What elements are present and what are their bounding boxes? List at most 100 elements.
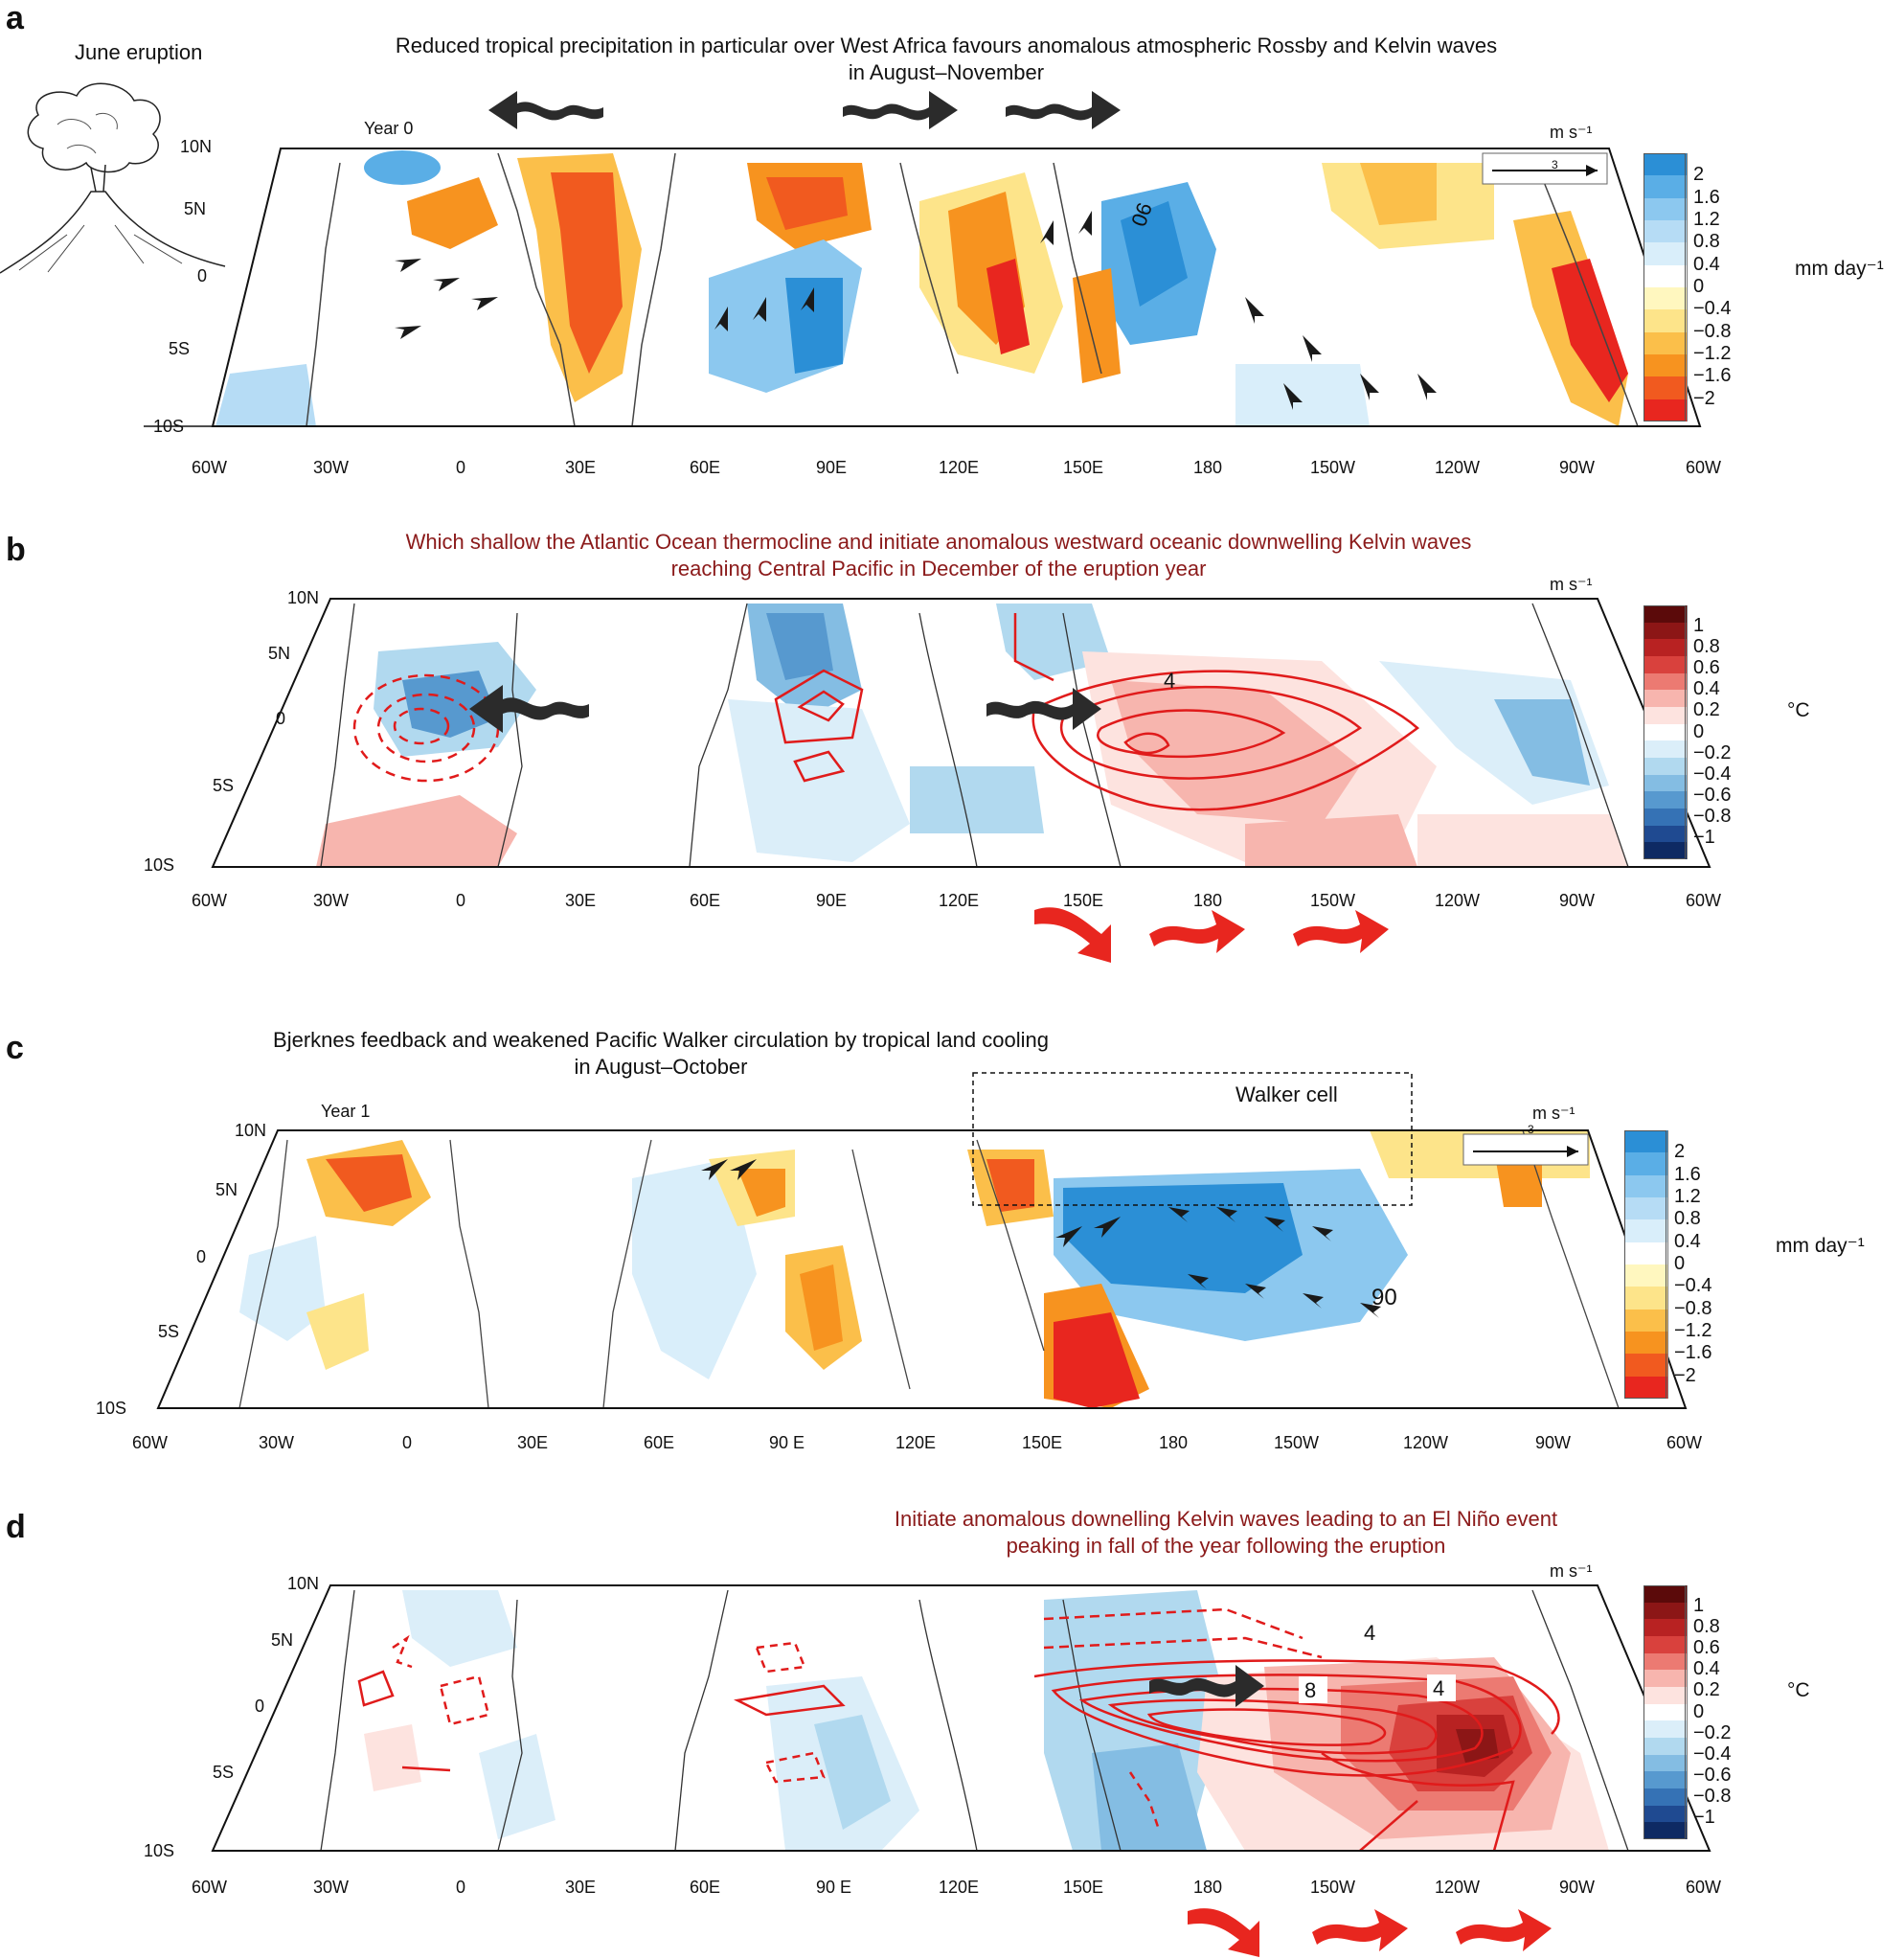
panel-c-year-label: Year 1: [321, 1102, 371, 1121]
panel-c-letter: c: [6, 1030, 24, 1066]
panel-a-wind-vectors: [395, 211, 1437, 410]
panel-d-lat-0: 0: [255, 1697, 265, 1716]
panel-a-lon-6: 120E: [939, 458, 980, 477]
panel-d-lon-0: 60W: [192, 1878, 228, 1897]
kelvin-wave-arrow-2-icon: [1006, 91, 1121, 129]
panel-d-colorbar-label: 0.4: [1693, 1658, 1720, 1680]
panel-b-ocean-wave-arrows: [1034, 907, 1389, 963]
panel-c-lat-0: 0: [196, 1247, 207, 1266]
panel-a-lat-10s: 10S: [153, 417, 185, 436]
panel-a-colorbar-label: 2: [1693, 164, 1705, 186]
panel-b-colorbar-label: −0.8: [1693, 805, 1732, 827]
panel-b-caption-line2: reaching Central Pacific in December of …: [670, 557, 1207, 581]
panel-d-colorbar-label: 1: [1693, 1595, 1705, 1617]
panel-d-lon-6: 120E: [939, 1878, 980, 1897]
panel-a-ref-vector-value: 3: [1552, 158, 1558, 171]
panel-b-colorbar-label: 1: [1693, 615, 1705, 637]
panel-d-colorbar-label: 0.2: [1693, 1679, 1720, 1701]
panel-a-lat-10n: 10N: [180, 137, 213, 156]
panel-d-colorbar-label: −0.4: [1693, 1743, 1732, 1765]
panel-a-colorbar-label: −1.2: [1693, 343, 1732, 364]
panel-c-colorbar-label: 0: [1674, 1253, 1686, 1274]
panel-c-colorbar-frame: [1624, 1130, 1666, 1399]
panel-c-lon-6: 120E: [895, 1433, 937, 1452]
panel-a-lon-10: 120W: [1435, 458, 1481, 477]
panel-d-kelvin-arrow-icon: [1149, 1665, 1264, 1707]
panel-c-wind-vectors: [701, 1159, 1381, 1318]
panel-a-wave-arrows: [488, 91, 1121, 129]
panel-b-contour-label: 4: [1164, 669, 1175, 693]
panel-b-coastlines: [320, 603, 1629, 867]
panel-d-lon-5: 90 E: [816, 1878, 852, 1897]
panel-b-lon-3: 30E: [565, 891, 597, 910]
panel-a-lon-4: 60E: [690, 458, 721, 477]
panel-c-colorbar-label: 0.8: [1674, 1208, 1701, 1230]
panel-c-contour-label: 90: [1371, 1285, 1397, 1310]
panel-a-colorbar-label: 1.6: [1693, 186, 1720, 208]
panel-d-lon-11: 90W: [1559, 1878, 1596, 1897]
panel-b-colorbar-label: −0.2: [1693, 741, 1732, 763]
panel-d-coastlines: [320, 1589, 1629, 1851]
panel-b-caption-line1: Which shallow the Atlantic Ocean thermoc…: [405, 530, 1472, 554]
panel-a-lat-5s: 5S: [169, 339, 191, 358]
panel-c-colorbar-label: −1.2: [1674, 1320, 1712, 1341]
panel-d-colorbar-label: 0.8: [1693, 1616, 1720, 1638]
panel-c-colorbar-label: −0.8: [1674, 1297, 1712, 1319]
panel-c-lon-7: 150E: [1022, 1433, 1063, 1452]
panel-d-lat-5n: 5N: [271, 1630, 294, 1650]
panel-b-westward-kelvin-arrow-icon: [469, 685, 589, 733]
panel-b-colorbar-label: 0: [1693, 720, 1705, 742]
panel-b-legend-unit: °C: [1787, 699, 1810, 721]
panel-c-lon-8: 180: [1159, 1433, 1189, 1452]
panel-d-lon-9: 150W: [1310, 1878, 1356, 1897]
panel-d-contour-label-1: 4: [1364, 1621, 1375, 1645]
panel-c-lon-12: 60W: [1666, 1433, 1703, 1452]
panel-d-map: 4 8 4: [211, 1584, 1711, 1852]
panel-b-lon-8: 180: [1193, 891, 1223, 910]
panel-d-contour-label-2-bg: [1299, 1676, 1327, 1703]
panel-b-lat-0: 0: [276, 709, 286, 728]
panel-c-colorbar-label: 2: [1674, 1141, 1686, 1163]
panel-d-caption-line2: peaking in fall of the year following th…: [1006, 1534, 1446, 1558]
panel-d-colorbar-label: 0: [1693, 1700, 1705, 1722]
panel-c-colorbar-label: 1.6: [1674, 1163, 1701, 1185]
panel-a-lon-5: 90E: [816, 458, 848, 477]
panel-b-lon-10: 120W: [1435, 891, 1481, 910]
panel-b-colorbar-label: 0.6: [1693, 657, 1720, 679]
panel-d-colorbar-label: 0.6: [1693, 1637, 1720, 1659]
panel-a-colorbar-frame: [1643, 153, 1686, 421]
panel-c-lat-10n: 10N: [235, 1121, 267, 1140]
panel-d-lat-10n: 10N: [287, 1574, 320, 1593]
panel-a-lon-12: 60W: [1686, 458, 1722, 477]
panel-d-legend-unit: °C: [1787, 1679, 1810, 1701]
panel-b-colorbar-label: 0.8: [1693, 636, 1720, 658]
panel-b-colorbar-label: 0.2: [1693, 699, 1720, 721]
panel-a-coastlines: [306, 152, 1639, 426]
panel-a-colorbar-label: 0.4: [1693, 253, 1720, 275]
panel-b-lat-5s: 5S: [213, 776, 235, 795]
panel-b-lon-1: 30W: [313, 891, 350, 910]
panel-a-lon-9: 150W: [1310, 458, 1356, 477]
panel-a-legend-unit: mm day⁻¹: [1795, 258, 1884, 280]
panel-c-colorbar-label: −2: [1674, 1364, 1696, 1386]
panel-b-lat-10s: 10S: [144, 855, 175, 875]
panel-a-map: 06: [144, 148, 1702, 427]
panel-c-colorbar-label: −0.4: [1674, 1275, 1712, 1297]
panel-d-colorbar-label: −0.2: [1693, 1721, 1732, 1743]
panel-c-colorbar-label: 0.4: [1674, 1230, 1701, 1252]
panel-c-lat-5s: 5S: [158, 1322, 180, 1341]
panel-b-lon-9: 150W: [1310, 891, 1356, 910]
walker-cell-label: Walker cell: [1235, 1082, 1338, 1106]
panel-d-caption-line1: Initiate anomalous downelling Kelvin wav…: [894, 1507, 1558, 1531]
panel-c-lon-0: 60W: [132, 1433, 169, 1452]
panel-d-lon-1: 30W: [313, 1878, 350, 1897]
panel-c-coastlines: [238, 1130, 1620, 1408]
panel-c-wind-unit: m s⁻¹: [1532, 1104, 1575, 1123]
panel-d-lon-10: 120W: [1435, 1878, 1481, 1897]
panel-d-colorbar-frame: [1643, 1585, 1686, 1839]
panel-c-colorbar-label: −1.6: [1674, 1342, 1712, 1364]
panel-d-letter: d: [6, 1509, 26, 1545]
inset-title: June eruption: [75, 40, 203, 64]
panel-a-lon-7: 150E: [1063, 458, 1104, 477]
panel-d-colorbar-label: −0.6: [1693, 1764, 1732, 1786]
